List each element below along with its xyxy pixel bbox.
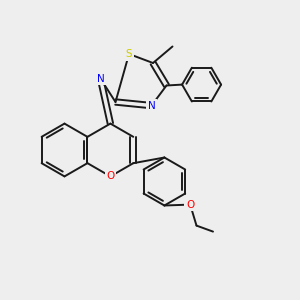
Text: O: O <box>106 171 115 182</box>
Text: N: N <box>148 100 155 111</box>
Text: N: N <box>97 74 104 84</box>
Text: S: S <box>126 49 132 59</box>
Text: O: O <box>186 200 194 210</box>
